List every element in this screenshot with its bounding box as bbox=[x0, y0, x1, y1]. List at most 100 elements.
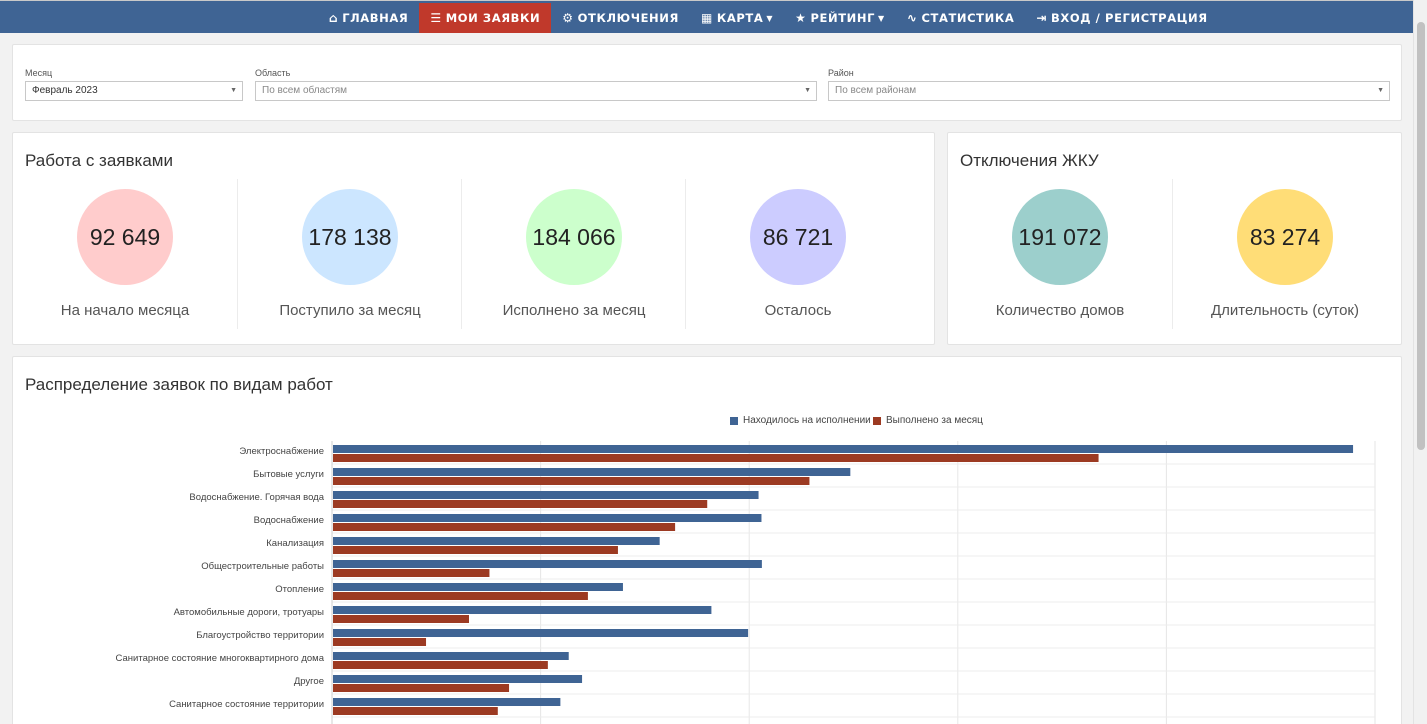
bar bbox=[333, 560, 762, 568]
stat-card: 92 649 На начало месяца bbox=[13, 179, 237, 329]
bar bbox=[333, 583, 623, 591]
stat-label: Количество домов bbox=[995, 302, 1125, 319]
filters-panel: Месяц Февраль 2023 ▼ Область По всем обл… bbox=[12, 44, 1402, 121]
bar bbox=[333, 468, 851, 476]
month-label: Месяц bbox=[25, 68, 53, 78]
nav-icon: ∿ bbox=[906, 11, 918, 25]
legend-swatch bbox=[730, 416, 738, 425]
nav-label: МОИ ЗАЯВКИ bbox=[445, 11, 541, 25]
bar bbox=[333, 500, 708, 508]
category-label: Санитарное состояние территории bbox=[169, 699, 324, 710]
category-label: Электроснабжение bbox=[239, 446, 324, 457]
vertical-scrollbar[interactable] bbox=[1413, 0, 1427, 724]
top-navbar: ⌂ ГЛАВНАЯ ☰ МОИ ЗАЯВКИ ⚙ ОТКЛЮЧЕНИЯ ▦ КАРТА ▼ ★ РЕ… bbox=[0, 0, 1427, 33]
region-select-placeholder: По всем областям bbox=[262, 85, 348, 96]
requests-panel: Работа с заявками 92 649 На начало месяца… bbox=[12, 132, 935, 345]
category-label: Благоустройство территории bbox=[196, 630, 324, 641]
stat-label: Осталось bbox=[764, 302, 832, 319]
stat-label: Длительность (суток) bbox=[1211, 302, 1359, 319]
outages-title: Отключения ЖКУ bbox=[960, 151, 1099, 170]
category-label: Общестроительные работы bbox=[201, 561, 324, 572]
chevron-down-icon: ▼ bbox=[1377, 87, 1384, 94]
stat-value: 92 649 bbox=[77, 189, 173, 285]
month-select[interactable]: Февраль 2023 ▼ bbox=[25, 81, 243, 101]
nav-label: ГЛАВНАЯ bbox=[342, 11, 409, 25]
bar bbox=[333, 638, 427, 646]
bar bbox=[333, 707, 498, 715]
bar bbox=[333, 629, 749, 637]
bar bbox=[333, 445, 1354, 453]
bar bbox=[333, 491, 759, 499]
bar bbox=[333, 546, 618, 554]
nav-label: СТАТИСТИКА bbox=[921, 11, 1015, 25]
district-select-placeholder: По всем районам bbox=[835, 85, 917, 96]
stat-value: 184 066 bbox=[526, 189, 622, 285]
nav-label: ОТКЛЮЧЕНИЯ bbox=[577, 11, 679, 25]
stat-value: 191 072 bbox=[1012, 189, 1108, 285]
bar bbox=[333, 537, 660, 545]
nav-item-6[interactable]: ⇥ ВХОД / РЕГИСТРАЦИЯ bbox=[1025, 3, 1218, 33]
nav-item-2[interactable]: ⚙ ОТКЛЮЧЕНИЯ bbox=[551, 3, 690, 33]
scrollbar-thumb[interactable] bbox=[1417, 22, 1425, 450]
bar bbox=[333, 514, 762, 522]
bar bbox=[333, 606, 712, 614]
nav-item-5[interactable]: ∿ СТАТИСТИКА bbox=[896, 3, 1026, 33]
month-select-value: Февраль 2023 bbox=[32, 85, 98, 96]
category-label: Другое bbox=[294, 676, 324, 687]
nav-item-3[interactable]: ▦ КАРТА ▼ bbox=[690, 3, 784, 33]
stat-card: 191 072 Количество домов bbox=[948, 179, 1172, 329]
nav-icon: ⌂ bbox=[329, 11, 339, 25]
region-select[interactable]: По всем областям ▼ bbox=[255, 81, 817, 101]
category-label: Бытовые услуги bbox=[253, 469, 324, 480]
category-label: Водоснабжение bbox=[254, 515, 324, 526]
nav-icon: ⇥ bbox=[1036, 11, 1047, 25]
category-label: Канализация bbox=[266, 538, 324, 549]
category-label: Автомобильные дороги, тротуары bbox=[174, 607, 325, 618]
stat-card: 86 721 Осталось bbox=[685, 179, 909, 329]
bar bbox=[333, 652, 569, 660]
stat-card: 83 274 Длительность (суток) bbox=[1172, 179, 1396, 329]
category-label: Водоснабжение. Горячая вода bbox=[189, 492, 324, 503]
nav-icon: ☰ bbox=[430, 11, 442, 25]
outages-panel: Отключения ЖКУ 191 072 Количество домов 83… bbox=[947, 132, 1402, 345]
legend-swatch bbox=[873, 416, 881, 425]
chevron-down-icon: ▼ bbox=[230, 87, 237, 94]
requests-title: Работа с заявками bbox=[25, 151, 173, 170]
legend-item-completed[interactable]: Выполнено за месяц bbox=[873, 415, 983, 426]
bar bbox=[333, 569, 490, 577]
stat-value: 178 138 bbox=[302, 189, 398, 285]
caret-down-icon: ▼ bbox=[766, 13, 774, 23]
bar bbox=[333, 684, 510, 692]
region-label: Область bbox=[255, 68, 291, 78]
bar bbox=[333, 477, 810, 485]
nav-item-1[interactable]: ☰ МОИ ЗАЯВКИ bbox=[419, 3, 552, 33]
main-nav: ⌂ ГЛАВНАЯ ☰ МОИ ЗАЯВКИ ⚙ ОТКЛЮЧЕНИЯ ▦ КАРТА ▼ ★ РЕ… bbox=[318, 3, 1219, 33]
chevron-down-icon: ▼ bbox=[804, 87, 811, 94]
stat-label: Исполнено за месяц bbox=[502, 302, 646, 319]
nav-icon: ★ bbox=[795, 11, 807, 25]
legend-label: Находилось на исполнении bbox=[743, 415, 871, 426]
nav-label: ВХОД / РЕГИСТРАЦИЯ bbox=[1051, 11, 1208, 25]
bar bbox=[333, 661, 548, 669]
nav-label: РЕЙТИНГ bbox=[810, 11, 876, 25]
category-label: Отопление bbox=[275, 584, 324, 595]
stat-value: 83 274 bbox=[1237, 189, 1333, 285]
stat-label: На начало месяца bbox=[60, 302, 190, 319]
nav-icon: ▦ bbox=[700, 11, 713, 25]
bar-chart: Электроснабжение Бытовые услуги Водоснабже… bbox=[116, 441, 1376, 724]
bar bbox=[333, 592, 588, 600]
nav-item-0[interactable]: ⌂ ГЛАВНАЯ bbox=[318, 3, 419, 33]
district-label: Район bbox=[828, 68, 854, 78]
legend-label: Выполнено за месяц bbox=[886, 415, 983, 426]
bar bbox=[333, 615, 470, 623]
district-select[interactable]: По всем районам ▼ bbox=[828, 81, 1390, 101]
distribution-title: Распределение заявок по видам работ bbox=[25, 375, 333, 394]
distribution-panel: Распределение заявок по видам работ Нахо… bbox=[12, 356, 1402, 724]
caret-down-icon: ▼ bbox=[878, 13, 885, 23]
legend-item-executing[interactable]: Находилось на исполнении bbox=[730, 415, 871, 426]
stat-label: Поступило за месяц bbox=[279, 302, 421, 319]
bar bbox=[333, 675, 583, 683]
category-label: Санитарное состояние многоквартирного до… bbox=[116, 653, 325, 664]
bar bbox=[333, 454, 1099, 462]
nav-item-4[interactable]: ★ РЕЙТИНГ ▼ bbox=[784, 3, 896, 33]
